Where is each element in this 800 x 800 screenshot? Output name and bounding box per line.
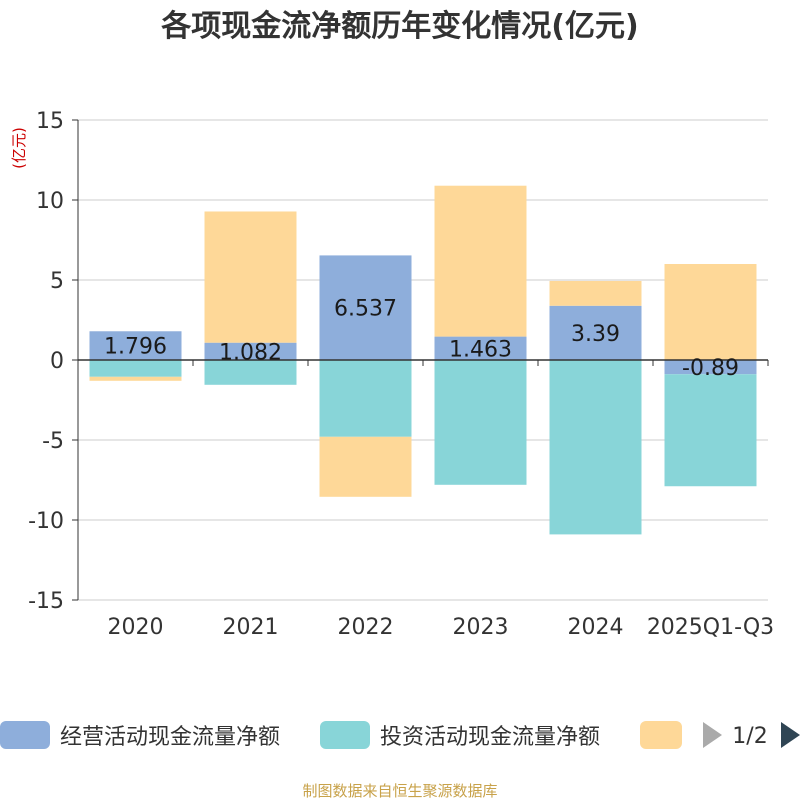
y-tick-label: 5 (50, 269, 64, 294)
axes (77, 120, 769, 600)
bar-2022-series-2[interactable] (319, 436, 412, 497)
y-tick-label: -10 (28, 509, 64, 534)
y-tick-label: 0 (50, 349, 64, 374)
legend-next-page-arrow-icon[interactable] (781, 722, 800, 748)
data-label: 1.463 (449, 337, 512, 362)
data-label: 1.082 (219, 340, 282, 365)
data-labels: 1.796 1.082 6.537 1.463 3.39 -0.89 (104, 297, 739, 381)
bar-2023-series-2[interactable] (434, 185, 527, 337)
legend-swatch-operating[interactable] (0, 721, 50, 749)
legend-swatch-third[interactable] (640, 721, 682, 749)
bar-2024-series-0[interactable] (549, 305, 642, 360)
bars[interactable] (89, 185, 757, 535)
bar-2020-series-2[interactable] (89, 376, 182, 381)
bar-2023-series-0[interactable] (434, 336, 527, 360)
bar-2021-series-2[interactable] (204, 211, 297, 343)
data-source-note: 制图数据来自恒生聚源数据库 (302, 782, 497, 800)
bar-2024-series-1[interactable] (549, 360, 642, 535)
bar-2021-series-0[interactable] (204, 342, 297, 360)
bar-2022-series-1[interactable] (319, 360, 412, 437)
legend[interactable]: 经营活动现金流量净额 投资活动现金流量净额 1/2 (0, 721, 800, 750)
legend-label-operating[interactable]: 经营活动现金流量净额 (60, 725, 280, 750)
legend-label-investing[interactable]: 投资活动现金流量净额 (380, 725, 600, 750)
y-tick-label: 10 (36, 189, 64, 214)
bar-2024-series-2[interactable] (549, 280, 642, 306)
x-tick-label: 2025Q1-Q3 (647, 615, 774, 640)
bar-2022-series-0[interactable] (319, 255, 412, 360)
data-label: -0.89 (682, 356, 739, 381)
bar-2025Q1-Q3-series-2[interactable] (664, 264, 757, 360)
y-tick-label: 15 (36, 109, 64, 134)
x-tick-label: 2024 (568, 615, 624, 640)
bar-2023-series-1[interactable] (434, 360, 527, 485)
bar-2025Q1-Q3-series-1[interactable] (664, 374, 757, 487)
legend-page-indicator: 1/2 (732, 724, 767, 749)
chart-title: 各项现金流净额历年变化情况(亿元) (160, 9, 638, 44)
y-tick-label: -5 (42, 429, 64, 454)
legend-prev-page-arrow-icon[interactable] (703, 722, 722, 748)
bar-2025Q1-Q3-series-0[interactable] (664, 360, 757, 375)
bar-2020-series-0[interactable] (89, 331, 182, 360)
legend-item-operating[interactable]: 经营活动现金流量净额 (0, 721, 280, 750)
data-label: 3.39 (571, 322, 620, 347)
bar-2020-series-1[interactable] (89, 360, 182, 377)
legend-item-investing[interactable]: 投资活动现金流量净额 (320, 721, 600, 750)
legend-item-third[interactable] (640, 721, 682, 749)
y-axis-unit-label: (亿元) (10, 127, 28, 169)
data-label: 1.796 (104, 335, 167, 360)
y-tick-label: -15 (28, 589, 64, 614)
legend-swatch-investing[interactable] (320, 721, 370, 749)
x-tick-label: 2023 (453, 615, 509, 640)
x-tick-label: 2022 (338, 615, 394, 640)
x-tick-label: 2020 (108, 615, 164, 640)
y-tick-labels: 15 10 5 0 -5 -10 -15 (28, 109, 64, 614)
x-tick-label: 2021 (223, 615, 279, 640)
x-tick-labels: 2020 2021 2022 2023 2024 2025Q1-Q3 (108, 615, 775, 640)
bar-2021-series-1[interactable] (204, 360, 297, 385)
data-label: 6.537 (334, 297, 397, 322)
